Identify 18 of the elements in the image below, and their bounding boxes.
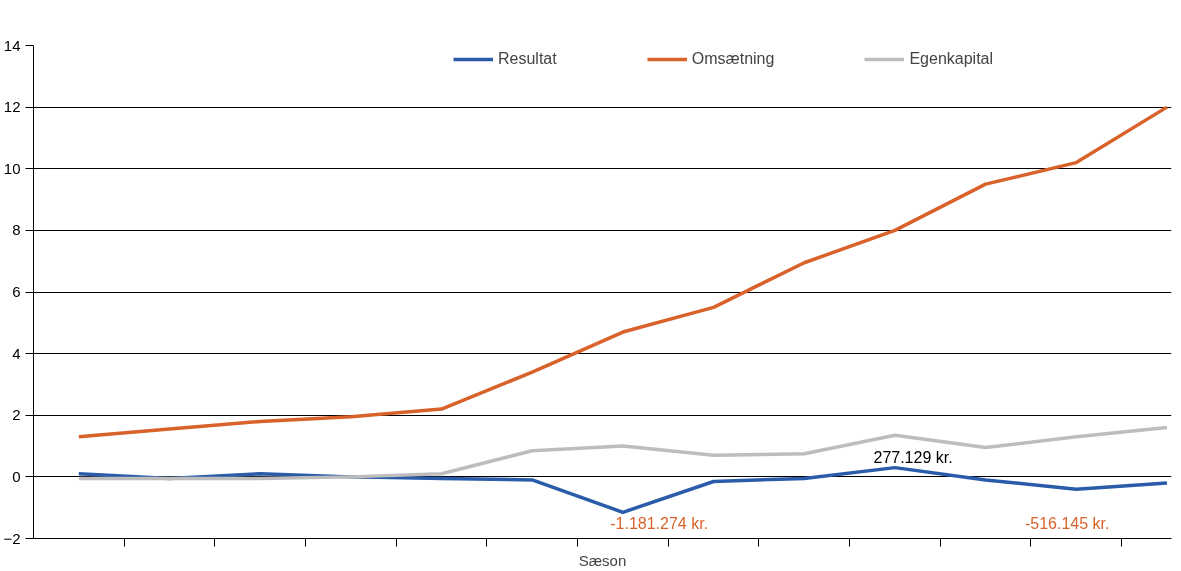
- y-tick-label: 2: [12, 406, 21, 424]
- x-axis-title: Sæson: [578, 551, 627, 569]
- y-tick-label: 14: [3, 36, 21, 54]
- annotation: -516.145 kr.: [1024, 514, 1110, 532]
- line-series: [77, 105, 1169, 439]
- annotation: 277.129 kr.: [873, 449, 953, 467]
- y-tick-label: 4: [12, 344, 21, 362]
- y-tick-label: −2: [3, 529, 21, 547]
- y-tick-label: 8: [12, 221, 21, 239]
- legend-label: Resultat: [498, 50, 557, 68]
- legend-label: Egenkapital: [909, 50, 994, 68]
- annotation: -1.181.274 kr.: [610, 514, 709, 532]
- y-tick-label: 10: [3, 159, 21, 177]
- y-tick-label: 0: [12, 467, 21, 485]
- y-tick-label: 6: [12, 283, 21, 300]
- legend-label: Omsætning: [691, 50, 775, 68]
- y-tick-label: 12: [3, 98, 21, 116]
- line-series: [77, 425, 1169, 481]
